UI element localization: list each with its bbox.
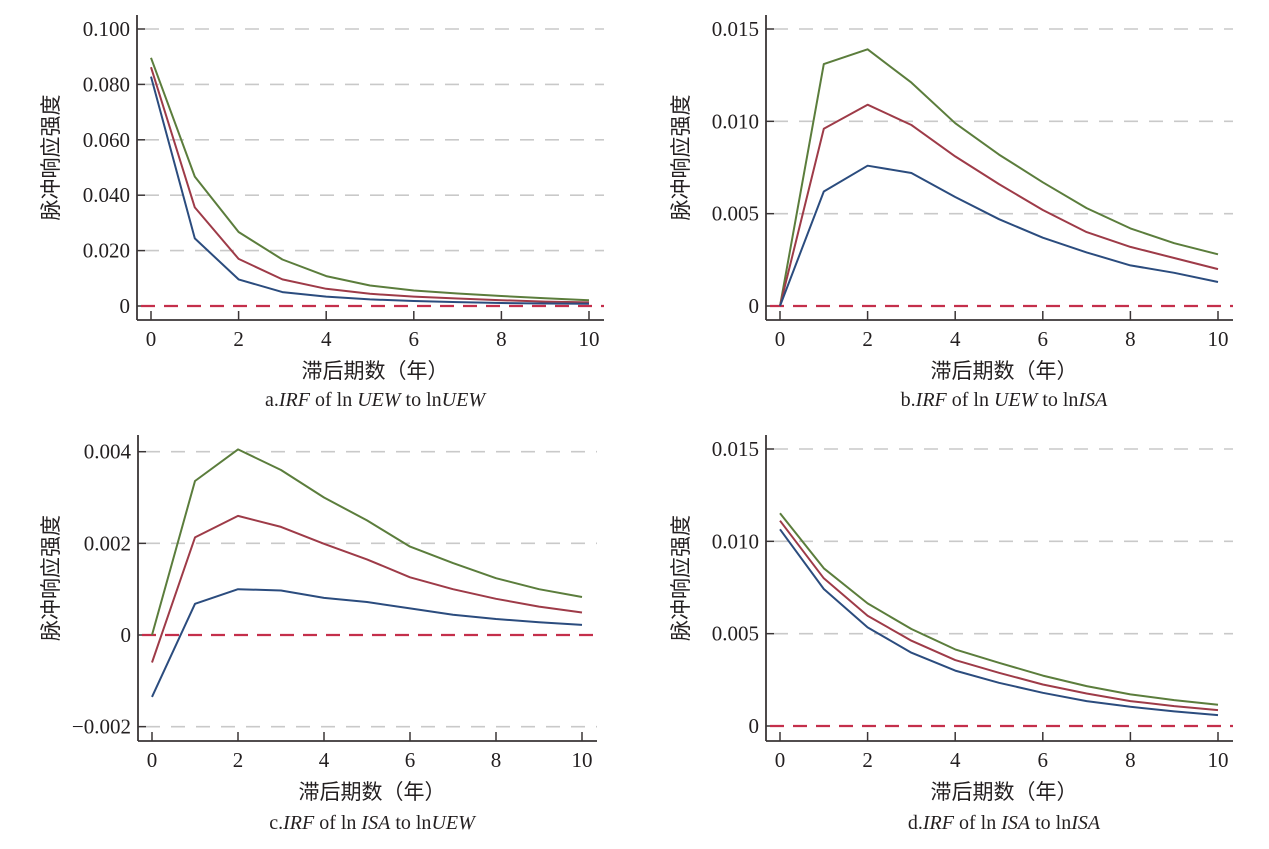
y-axis-title: 脉冲响应强度 xyxy=(39,95,63,221)
y-tick-label: 0.015 xyxy=(712,437,759,461)
series-line-irf xyxy=(150,66,590,304)
x-axis-title: 滞后期数（年） xyxy=(299,780,446,804)
caption-to: to ln xyxy=(1030,812,1071,834)
caption-of: of ln xyxy=(954,812,1001,834)
y-tick-label: 0.020 xyxy=(83,239,130,263)
series-line-upper xyxy=(779,48,1219,307)
y-axis-title: 脉冲响应强度 xyxy=(39,515,63,641)
caption-response: UEW xyxy=(357,389,403,411)
caption-impulse: UEW xyxy=(442,389,488,411)
caption-prefix: b. xyxy=(901,389,916,411)
caption-response: UEW xyxy=(994,389,1040,411)
x-tick-label: 0 xyxy=(775,748,786,772)
x-tick-label: 6 xyxy=(405,748,416,772)
caption-irf: IRF xyxy=(282,812,315,834)
x-tick-label: 6 xyxy=(1038,748,1049,772)
series-line-lower xyxy=(151,588,583,698)
y-tick-label: 0 xyxy=(749,294,760,318)
series-line-lower xyxy=(779,528,1219,717)
caption-irf: IRF xyxy=(915,389,948,411)
y-tick-label: 0.004 xyxy=(84,440,132,464)
caption-prefix: d. xyxy=(908,812,923,834)
x-tick-label: 8 xyxy=(491,748,502,772)
y-tick-label: 0.080 xyxy=(83,72,130,96)
y-tick-label: 0.015 xyxy=(712,17,759,41)
x-tick-label: 4 xyxy=(950,748,961,772)
y-tick-label: −0.002 xyxy=(72,715,131,739)
x-tick-label: 10 xyxy=(1208,327,1229,351)
y-tick-label: 0.005 xyxy=(712,622,759,646)
x-tick-label: 2 xyxy=(862,748,873,772)
caption-prefix: a. xyxy=(265,389,279,411)
x-tick-label: 0 xyxy=(146,327,157,351)
series-line-irf xyxy=(779,103,1219,307)
y-axis-title: 脉冲响应强度 xyxy=(669,515,693,641)
y-tick-label: 0.060 xyxy=(83,128,130,152)
y-tick-label: 0.002 xyxy=(84,531,131,555)
x-tick-label: 0 xyxy=(775,327,786,351)
y-tick-label: 0.010 xyxy=(712,529,759,553)
caption-response: ISA xyxy=(1000,812,1031,834)
caption-prefix: c. xyxy=(269,812,283,834)
caption-impulse: ISA xyxy=(1077,389,1108,411)
x-tick-label: 2 xyxy=(862,327,873,351)
panel-caption: c.IRF of ln ISA to lnUEW xyxy=(269,812,477,834)
x-axis-title: 滞后期数（年） xyxy=(302,359,449,383)
x-axis-title: 滞后期数（年） xyxy=(931,780,1078,804)
x-tick-label: 8 xyxy=(496,327,507,351)
panel-caption: d.IRF of ln ISA to lnISA xyxy=(908,812,1101,834)
x-tick-label: 4 xyxy=(950,327,961,351)
caption-response: ISA xyxy=(360,812,391,834)
caption-to: to ln xyxy=(1037,389,1078,411)
x-tick-label: 10 xyxy=(572,748,593,772)
series-line-lower xyxy=(150,76,590,305)
y-tick-label: 0 xyxy=(749,714,760,738)
x-tick-label: 10 xyxy=(1208,748,1229,772)
panel-caption: b.IRF of ln UEW to lnISA xyxy=(901,389,1108,411)
y-axis-title: 脉冲响应强度 xyxy=(669,95,693,221)
x-tick-label: 8 xyxy=(1125,327,1136,351)
x-tick-label: 4 xyxy=(321,327,332,351)
caption-to: to ln xyxy=(401,389,442,411)
series-line-upper xyxy=(150,57,590,302)
x-axis-title: 滞后期数（年） xyxy=(931,359,1078,383)
panel-a: 0 0.020 0.040 0.060 0.080 0.100 0 2 4 6 8 10 脉冲响应强度滞… xyxy=(39,15,604,411)
x-tick-label: 6 xyxy=(409,327,420,351)
x-tick-label: 2 xyxy=(233,748,244,772)
y-tick-label: 0 xyxy=(120,294,131,318)
series-line-upper xyxy=(779,512,1219,706)
panel-caption: a.IRF of ln UEW to lnUEW xyxy=(265,389,487,411)
caption-impulse: UEW xyxy=(431,812,477,834)
series-line-irf xyxy=(151,514,583,663)
caption-irf: IRF xyxy=(922,812,955,834)
caption-of: of ln xyxy=(947,389,994,411)
series-line-lower xyxy=(779,164,1219,307)
series-line-upper xyxy=(151,448,583,636)
x-tick-label: 6 xyxy=(1038,327,1049,351)
caption-of: of ln xyxy=(310,389,357,411)
caption-of: of ln xyxy=(314,812,361,834)
x-tick-label: 0 xyxy=(147,748,158,772)
series-line-irf xyxy=(779,520,1219,712)
x-tick-label: 8 xyxy=(1125,748,1136,772)
x-tick-label: 10 xyxy=(579,327,600,351)
caption-irf: IRF xyxy=(278,389,311,411)
y-tick-label: 0.010 xyxy=(712,109,759,133)
y-tick-label: 0.040 xyxy=(83,183,130,207)
x-tick-label: 2 xyxy=(233,327,244,351)
y-tick-label: 0 xyxy=(121,623,132,647)
y-tick-label: 0.005 xyxy=(712,202,759,226)
caption-to: to ln xyxy=(390,812,431,834)
y-tick-label: 0.100 xyxy=(83,17,130,41)
caption-impulse: ISA xyxy=(1070,812,1101,834)
x-tick-label: 4 xyxy=(319,748,330,772)
